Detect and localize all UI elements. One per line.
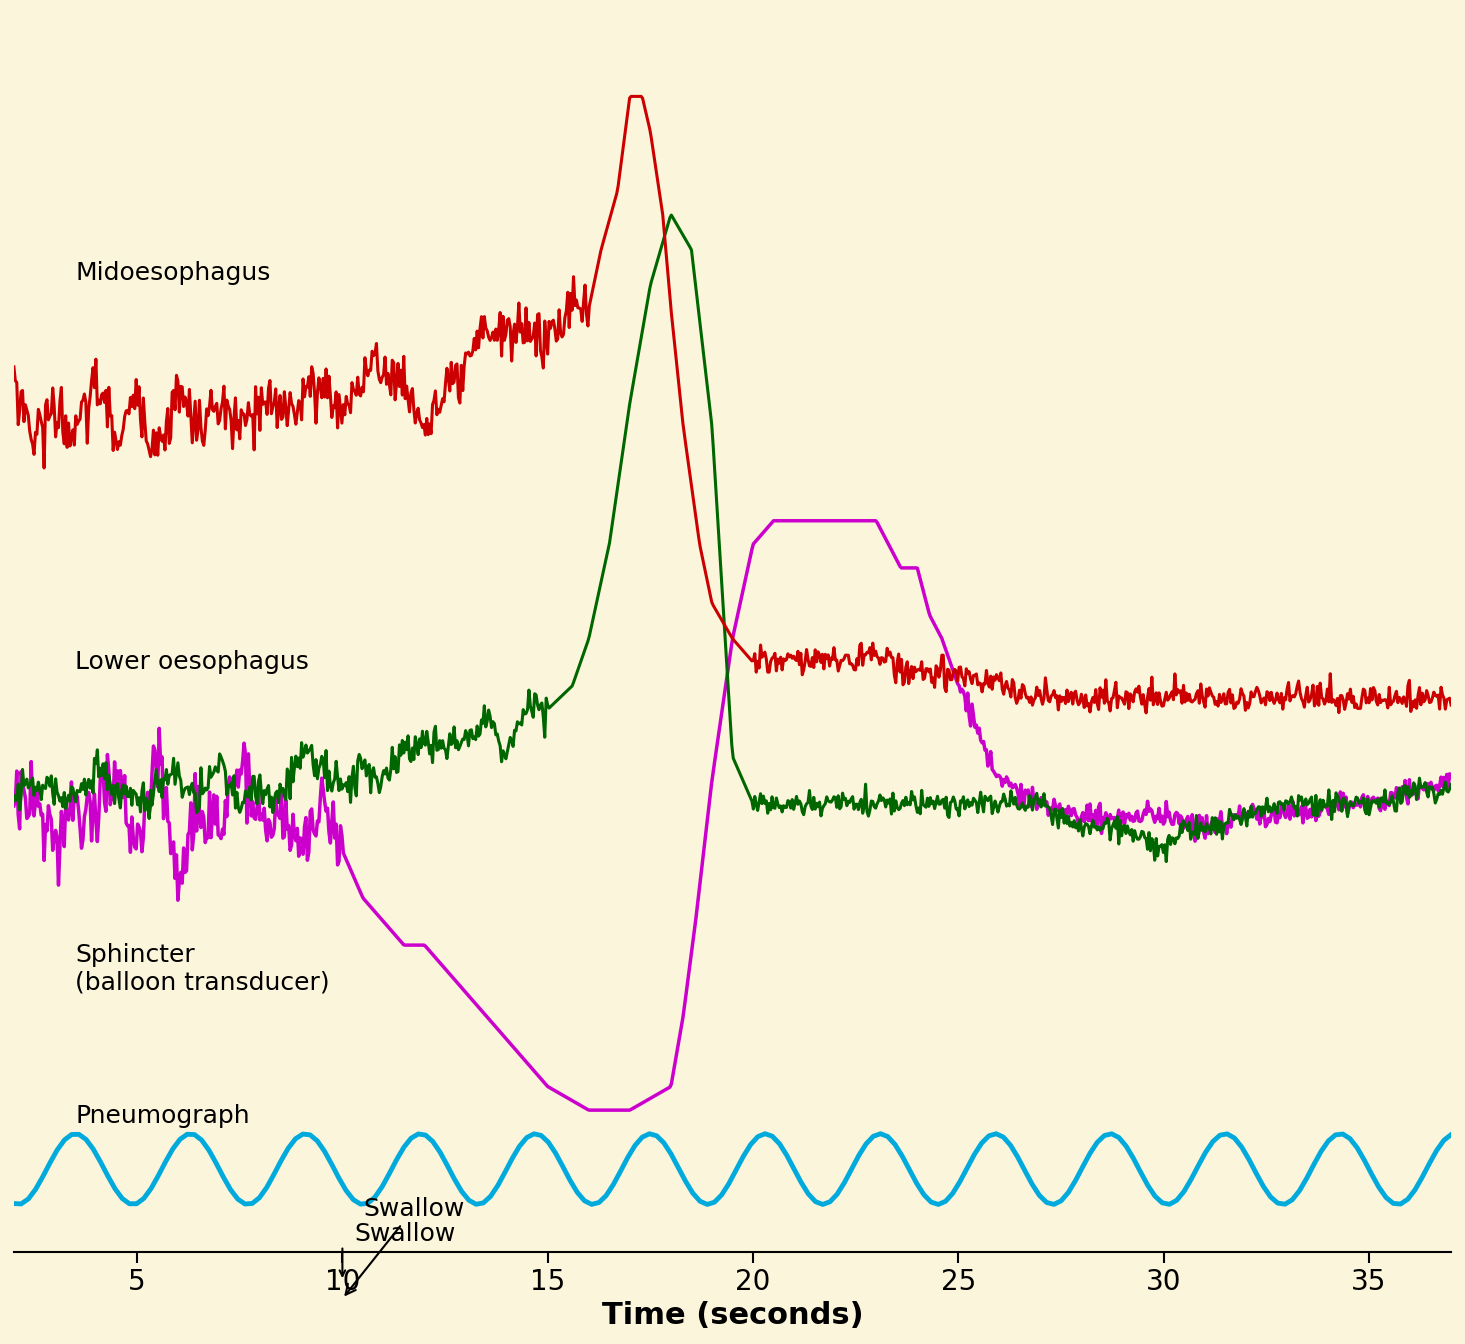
Text: Pneumograph: Pneumograph: [76, 1103, 251, 1128]
Text: Swallow: Swallow: [346, 1198, 464, 1294]
X-axis label: Time (seconds): Time (seconds): [602, 1301, 863, 1331]
Text: Midoesophagus: Midoesophagus: [76, 261, 271, 285]
Text: Lower oesophagus: Lower oesophagus: [76, 650, 309, 675]
Text: Swallow: Swallow: [355, 1222, 456, 1246]
Text: Sphincter
(balloon transducer): Sphincter (balloon transducer): [76, 942, 330, 995]
